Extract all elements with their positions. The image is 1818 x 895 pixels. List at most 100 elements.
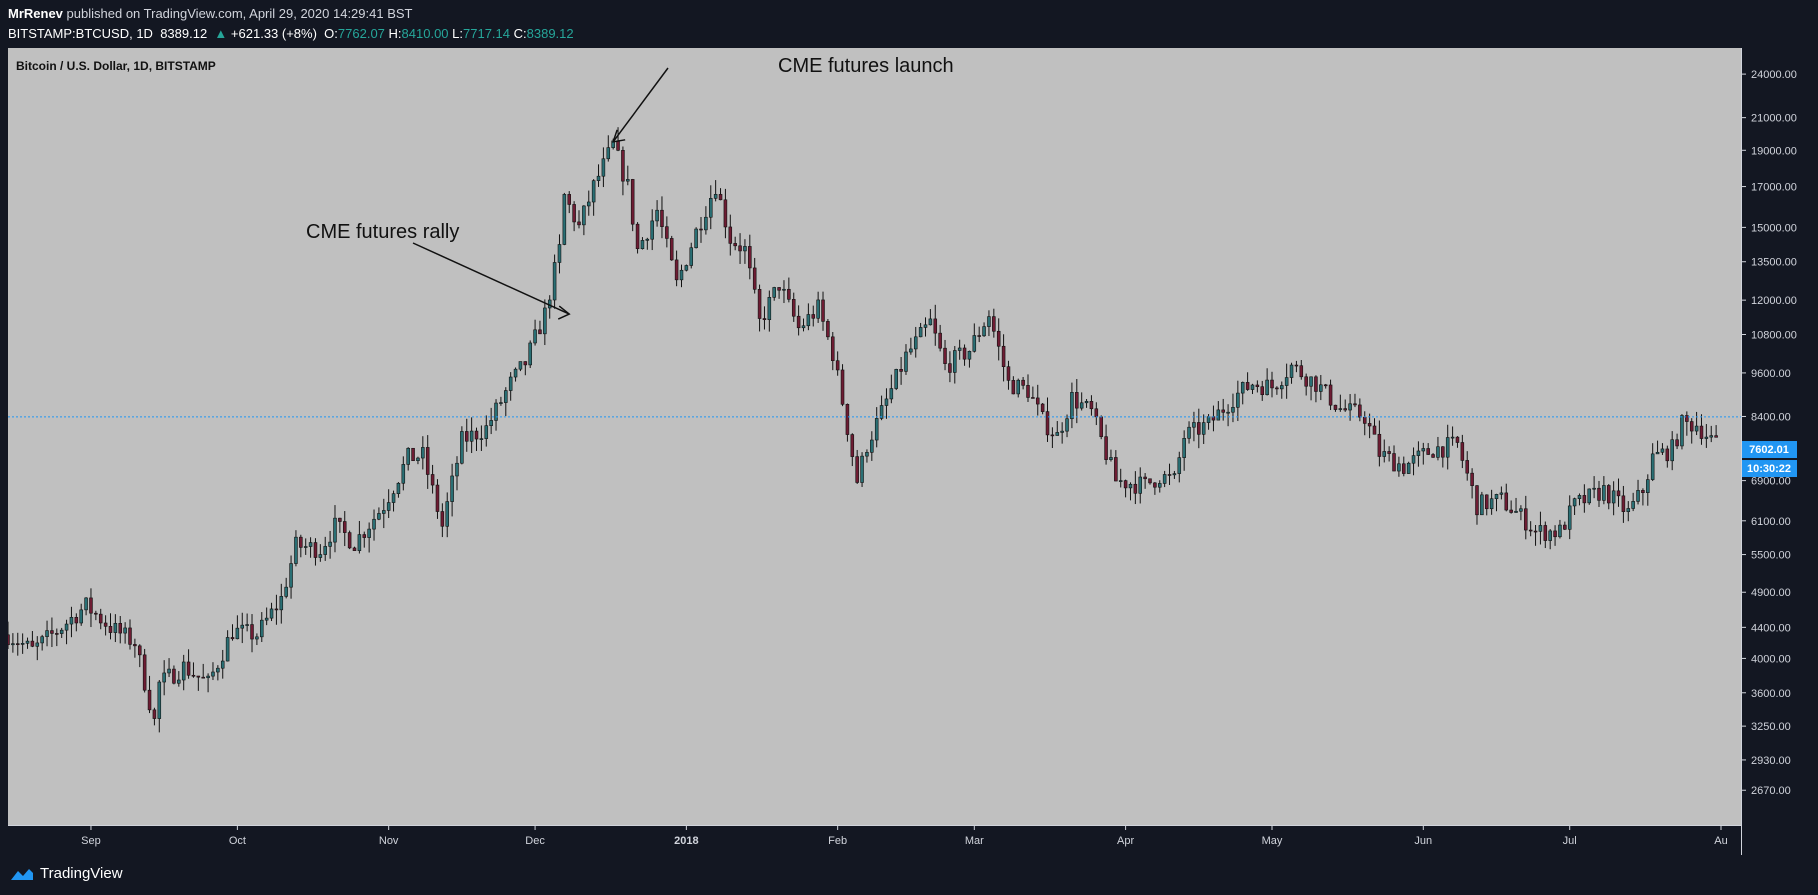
candle [474,427,479,451]
candle-body [596,175,601,181]
candle-body [225,637,230,662]
candle [1397,456,1401,477]
candle [118,616,123,644]
candle-body [1309,376,1313,387]
candle-body [303,546,308,548]
candle [1392,445,1396,472]
candle [655,200,659,227]
candle [1431,453,1435,458]
candle [45,620,49,647]
candle-body [245,624,249,626]
candle [1133,471,1138,505]
candle-body [1299,365,1304,378]
candle-body [748,246,752,269]
candle-body [996,330,1001,347]
candle [816,291,820,323]
candle-body [1289,364,1294,378]
candle [689,242,694,269]
candle [440,503,445,538]
candle-body [211,671,215,677]
candle-body [333,517,337,543]
candle [1011,376,1016,395]
candle [284,577,288,599]
candle [386,489,391,519]
chart-area[interactable]: 24000.00 21000.00 19000.00 17000.00 15000.00… [6,48,1818,855]
candle-body [98,613,103,624]
close-value: 8389.12 [526,26,574,41]
candle [1070,382,1074,429]
candle [996,318,1001,361]
candle-body [450,475,454,502]
candle [1323,383,1328,389]
candle [709,185,713,230]
candle-body [1089,401,1094,410]
candle-body [1006,366,1011,381]
candle [1001,334,1006,382]
candle-body [1348,403,1352,411]
plot-background[interactable] [8,48,1741,825]
candle-body [889,388,894,400]
time-tick-label: 2018 [674,835,698,847]
candle [1099,415,1103,440]
candle [201,663,205,679]
candle [1436,436,1440,461]
footer-bar: TradingView [0,855,1818,895]
candle [874,407,879,448]
candle [528,340,532,369]
candle [1475,485,1479,525]
candle-body [850,434,855,457]
price-tick-label: 10800.00 [1751,330,1797,342]
candle [767,290,772,332]
candle-body [1250,384,1255,390]
candle-body [1367,423,1372,427]
candle-body [1270,379,1274,389]
candle-body [684,265,689,271]
candle-body [147,689,152,711]
candle [264,607,269,626]
candle [1655,440,1660,455]
candle [1060,422,1064,444]
candle [621,146,625,196]
candle [40,634,44,651]
candle [313,538,318,566]
candle [494,399,498,431]
candle [1197,408,1201,449]
candle [821,291,825,331]
candle-body [474,430,479,440]
candle [894,368,898,391]
candle-body [1709,435,1714,438]
candle [923,317,928,337]
tradingview-brand[interactable]: TradingView [10,865,123,882]
candle [601,147,606,188]
candle-body [181,661,186,681]
high-label: H: [388,26,402,41]
candle-body [1387,451,1391,454]
candle-body [15,643,20,645]
candle-body [1680,415,1684,447]
candle-body [1528,529,1533,532]
candle [772,286,776,301]
candle-body [1372,425,1377,435]
candle [1543,521,1548,549]
candle [1123,479,1128,498]
candle [1470,468,1474,499]
candle [835,351,840,376]
candle-body [689,247,694,266]
candle [425,435,430,489]
candle [850,433,855,467]
candle-body [177,679,181,684]
candle [206,673,210,693]
candle-body [1187,426,1191,439]
low-value: 7717.14 [463,26,510,41]
candle-body [894,369,898,389]
candle [1245,372,1250,391]
candle [1636,479,1640,505]
candle-body [425,447,430,475]
candle-body [69,617,74,625]
author-name[interactable]: MrRenev [8,6,63,21]
candle [499,396,503,406]
candle [460,426,464,465]
candle [787,277,791,303]
price-chart[interactable]: 24000.00 21000.00 19000.00 17000.00 15000.00… [6,48,1818,855]
candle [665,216,669,248]
